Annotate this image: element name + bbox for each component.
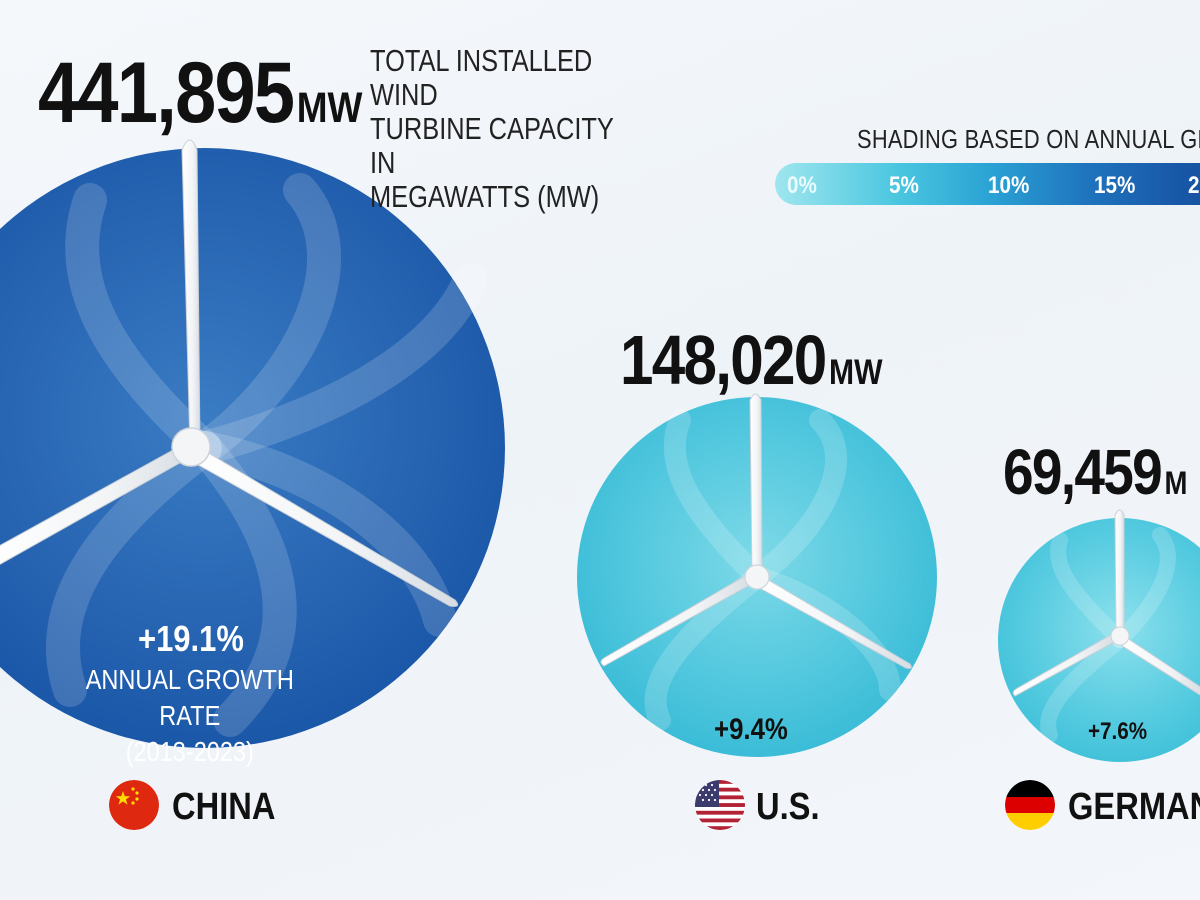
country-label-china: CHINA: [172, 786, 276, 828]
germany-capacity-unit: M: [1164, 465, 1188, 501]
germany-growth-rate: +7.6%: [1088, 718, 1148, 745]
legend-tick-15: 15%: [1094, 172, 1136, 199]
germany-flag-icon: [1005, 780, 1055, 830]
china-capacity-unit: MW: [296, 84, 363, 132]
germany-capacity-value: 69,459 M: [1003, 440, 1187, 504]
legend-tick-5: 5%: [889, 172, 919, 199]
us-growth-rate: +9.4%: [714, 713, 788, 746]
legend-tick-20: 2: [1188, 172, 1200, 199]
legend-tick-0: 0%: [787, 172, 817, 199]
china-capacity-number: 441,895: [38, 45, 295, 141]
china-growth-rate: +19.1%: [138, 618, 244, 659]
us-capacity-number: 148,020: [620, 321, 827, 399]
turbine-germany: [1012, 509, 1200, 697]
us-flag-icon: [695, 780, 745, 830]
bubble-germany: [998, 518, 1200, 762]
china-flag-icon: [109, 780, 159, 830]
legend-title: SHADING BASED ON ANNUAL GR: [857, 124, 1200, 154]
turbine-china: [0, 139, 459, 607]
legend-color-bar: [775, 163, 1200, 205]
us-capacity-unit: MW: [829, 353, 883, 392]
chart-subtitle: TOTAL INSTALLED WIND TURBINE CAPACITY IN…: [370, 43, 614, 214]
us-capacity-value: 148,020MW: [620, 325, 883, 395]
swirl-germany: [1040, 527, 1176, 743]
turbine-us: [600, 393, 912, 669]
bubble-china: [0, 148, 505, 748]
legend-tick-10: 10%: [988, 172, 1030, 199]
china-capacity-value: 441,895MW: [38, 50, 362, 136]
growth-rate-note: ANNUAL GROWTH RATE (2013-2023): [85, 664, 294, 767]
swirl-us: [644, 409, 901, 731]
germany-capacity-number: 69,459: [1003, 436, 1163, 508]
country-label-germany: GERMAN: [1068, 786, 1200, 828]
country-label-us: U.S.: [756, 786, 820, 828]
